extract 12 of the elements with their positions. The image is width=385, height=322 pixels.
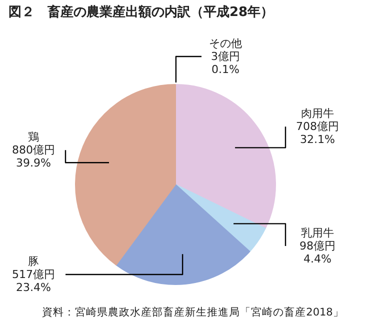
data-label: 98億円 4.4% [300, 240, 336, 266]
text: 資料：宮崎県農政水産部畜産新生推進局「宮崎の畜産2018」 [42, 306, 344, 318]
data-label: 3億円 0.1% [211, 50, 240, 76]
chart-title: 図２ 畜産の農業産出額の内訳（平成28年） [8, 4, 274, 20]
data-label: 880億円 39.9% [12, 144, 55, 170]
slice-label: 豚 [28, 255, 39, 268]
data-label: 517億円 23.4% [12, 268, 55, 294]
data-label: 708億円 32.1% [296, 120, 339, 146]
slice-label: 乳用牛 [301, 226, 334, 240]
slice-label: 鶏 [28, 130, 39, 144]
slice-label: その他 [209, 37, 242, 50]
slice-label: 肉用牛 [301, 107, 334, 120]
